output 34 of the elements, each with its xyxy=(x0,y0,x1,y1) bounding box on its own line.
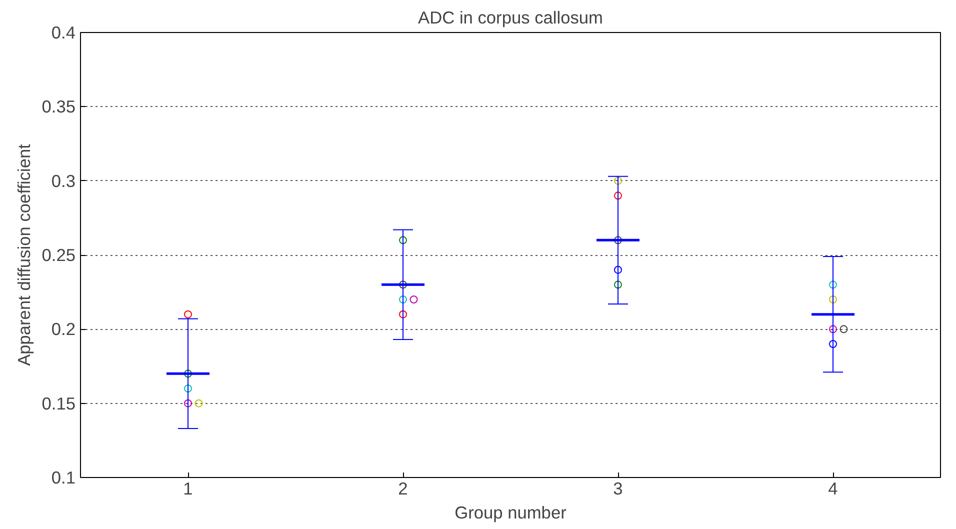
point xyxy=(614,236,622,244)
x-tick-label: 1 xyxy=(183,478,193,498)
point xyxy=(829,325,837,334)
point xyxy=(614,192,622,200)
y-axis-title: Apparent diffusion coefficient xyxy=(14,144,34,366)
point xyxy=(829,280,837,289)
point xyxy=(184,399,192,408)
y-tick-label: 0.4 xyxy=(51,22,76,42)
x-tick-label: 4 xyxy=(828,478,838,498)
point xyxy=(184,384,192,392)
y-tick-label: 0.1 xyxy=(51,468,76,488)
point xyxy=(840,325,848,334)
y-tick-label: 0.25 xyxy=(42,245,76,265)
point xyxy=(614,280,622,289)
point xyxy=(399,236,407,244)
point xyxy=(399,296,407,304)
y-tick-label: 0.2 xyxy=(51,319,76,340)
point xyxy=(410,296,418,304)
point xyxy=(399,310,407,318)
x-tick-label: 2 xyxy=(398,478,408,498)
point xyxy=(614,176,622,185)
y-tick-label: 0.35 xyxy=(42,96,76,117)
point xyxy=(399,280,407,289)
y-tick-label: 0.15 xyxy=(42,393,76,414)
point xyxy=(194,399,203,408)
y-tick-label: 0.3 xyxy=(51,170,76,191)
point xyxy=(184,310,192,318)
chart-title: ADC in corpus callosum xyxy=(418,8,603,28)
point xyxy=(184,370,192,378)
point xyxy=(829,296,837,304)
x-tick-label: 3 xyxy=(613,478,623,498)
point xyxy=(829,340,837,348)
x-axis-title: Group number xyxy=(454,502,567,522)
point xyxy=(614,266,622,274)
